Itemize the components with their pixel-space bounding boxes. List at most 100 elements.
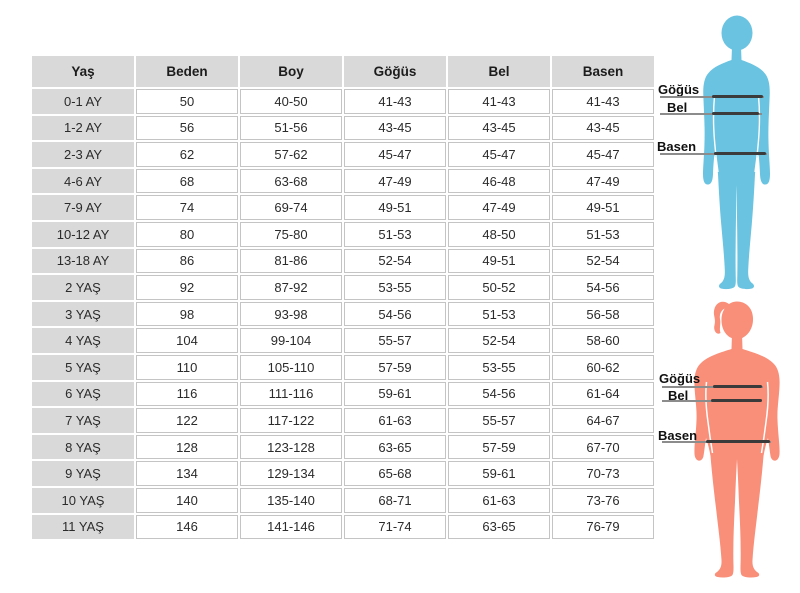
table-row: 10-12 AY 80 75-80 51-53 48-50 51-53 [32, 221, 654, 247]
value-cell: 74 [136, 195, 238, 220]
value-cell: 46-48 [448, 168, 550, 194]
girl-ponytail [713, 301, 729, 334]
size-table-head: Yaş Beden Boy Göğüs Bel Basen [32, 56, 654, 87]
value-cell: 53-55 [448, 354, 550, 380]
value-cell: 56 [136, 115, 238, 141]
value-cell: 73-76 [552, 487, 654, 513]
age-cell: 7-9 AY [32, 195, 134, 220]
value-cell: 128 [136, 434, 238, 460]
value-cell: 80 [136, 221, 238, 247]
age-cell: 4 YAŞ [32, 328, 134, 353]
age-cell: 0-1 AY [32, 89, 134, 114]
child-waist-guide-line [660, 113, 762, 115]
value-cell: 63-65 [344, 434, 446, 460]
value-cell: 51-56 [240, 115, 342, 141]
value-cell: 50 [136, 89, 238, 114]
girl-arm-gap-left [705, 381, 714, 454]
child-waist-measure-line [712, 111, 759, 115]
value-cell: 43-45 [552, 115, 654, 141]
value-cell: 117-122 [240, 408, 342, 433]
value-cell: 61-63 [344, 408, 446, 433]
value-cell: 51-53 [448, 301, 550, 327]
age-cell: 5 YAŞ [32, 354, 134, 380]
value-cell: 68 [136, 168, 238, 194]
child-head [721, 15, 753, 51]
table-row: 4-6 AY 68 63-68 47-49 46-48 47-49 [32, 168, 654, 194]
value-cell: 86 [136, 248, 238, 274]
value-cell: 47-49 [552, 168, 654, 194]
child-chest-label: Göğüs [658, 82, 700, 97]
value-cell: 45-47 [448, 142, 550, 167]
age-cell: 2 YAŞ [32, 275, 134, 300]
value-cell: 47-49 [448, 195, 550, 220]
girl-waist-measure-line [711, 398, 762, 402]
child-hip-measure-line [714, 151, 766, 155]
age-cell: 10-12 AY [32, 221, 134, 247]
value-cell: 41-43 [552, 89, 654, 114]
value-cell: 122 [136, 408, 238, 433]
value-cell: 71-74 [344, 514, 446, 540]
value-cell: 52-54 [344, 248, 446, 274]
value-cell: 49-51 [448, 248, 550, 274]
table-row: 0-1 AY 50 40-50 41-43 41-43 41-43 [32, 89, 654, 114]
value-cell: 47-49 [344, 168, 446, 194]
value-cell: 135-140 [240, 487, 342, 513]
value-cell: 116 [136, 381, 238, 407]
value-cell: 63-65 [448, 514, 550, 540]
child-waist-label: Bel [667, 100, 688, 115]
value-cell: 48-50 [448, 221, 550, 247]
column-header: Yaş [32, 56, 134, 87]
child-body [703, 47, 770, 290]
child-chest-measure-line [712, 94, 763, 98]
value-cell: 129-134 [240, 461, 342, 486]
value-cell: 52-54 [448, 328, 550, 353]
value-cell: 58-60 [552, 328, 654, 353]
age-cell: 4-6 AY [32, 168, 134, 194]
girl-hip-label: Basen [658, 428, 698, 443]
value-cell: 54-56 [344, 301, 446, 327]
child-arm-gap-left [712, 95, 719, 173]
value-cell: 50-52 [448, 275, 550, 300]
age-cell: 1-2 AY [32, 115, 134, 141]
value-cell: 45-47 [552, 142, 654, 167]
age-cell: 9 YAŞ [32, 461, 134, 486]
value-cell: 93-98 [240, 301, 342, 327]
value-cell: 111-116 [240, 381, 342, 407]
table-row: 7 YAŞ 122 117-122 61-63 55-57 64-67 [32, 408, 654, 433]
child-silhouette [703, 15, 770, 290]
column-header: Basen [552, 56, 654, 87]
age-cell: 7 YAŞ [32, 408, 134, 433]
value-cell: 141-146 [240, 514, 342, 540]
girl-hip-measure-line [706, 439, 770, 443]
value-cell: 56-58 [552, 301, 654, 327]
table-row: 10 YAŞ 140 135-140 68-71 61-63 73-76 [32, 487, 654, 513]
table-row: 4 YAŞ 104 99-104 55-57 52-54 58-60 [32, 328, 654, 353]
value-cell: 87-92 [240, 275, 342, 300]
value-cell: 43-45 [448, 115, 550, 141]
value-cell: 43-45 [344, 115, 446, 141]
value-cell: 45-47 [344, 142, 446, 167]
table-row: 7-9 AY 74 69-74 49-51 47-49 49-51 [32, 195, 654, 220]
value-cell: 146 [136, 514, 238, 540]
table-row: 9 YAŞ 134 129-134 65-68 59-61 70-73 [32, 461, 654, 486]
value-cell: 57-59 [448, 434, 550, 460]
age-cell: 2-3 AY [32, 142, 134, 167]
girl-body [694, 334, 780, 578]
value-cell: 99-104 [240, 328, 342, 353]
value-cell: 61-64 [552, 381, 654, 407]
value-cell: 140 [136, 487, 238, 513]
value-cell: 51-53 [344, 221, 446, 247]
girl-waist-label: Bel [668, 388, 689, 403]
child-hip-label: Basen [657, 139, 697, 154]
table-row: 3 YAŞ 98 93-98 54-56 51-53 56-58 [32, 301, 654, 327]
value-cell: 54-56 [448, 381, 550, 407]
column-header: Göğüs [344, 56, 446, 87]
table-row: 2 YAŞ 92 87-92 53-55 50-52 54-56 [32, 275, 654, 300]
table-row: 2-3 AY 62 57-62 45-47 45-47 45-47 [32, 142, 654, 167]
table-row: 11 YAŞ 146 141-146 71-74 63-65 76-79 [32, 514, 654, 540]
value-cell: 105-110 [240, 354, 342, 380]
value-cell: 134 [136, 461, 238, 486]
age-cell: 3 YAŞ [32, 301, 134, 327]
girl-chest-label: Göğüs [659, 371, 701, 386]
